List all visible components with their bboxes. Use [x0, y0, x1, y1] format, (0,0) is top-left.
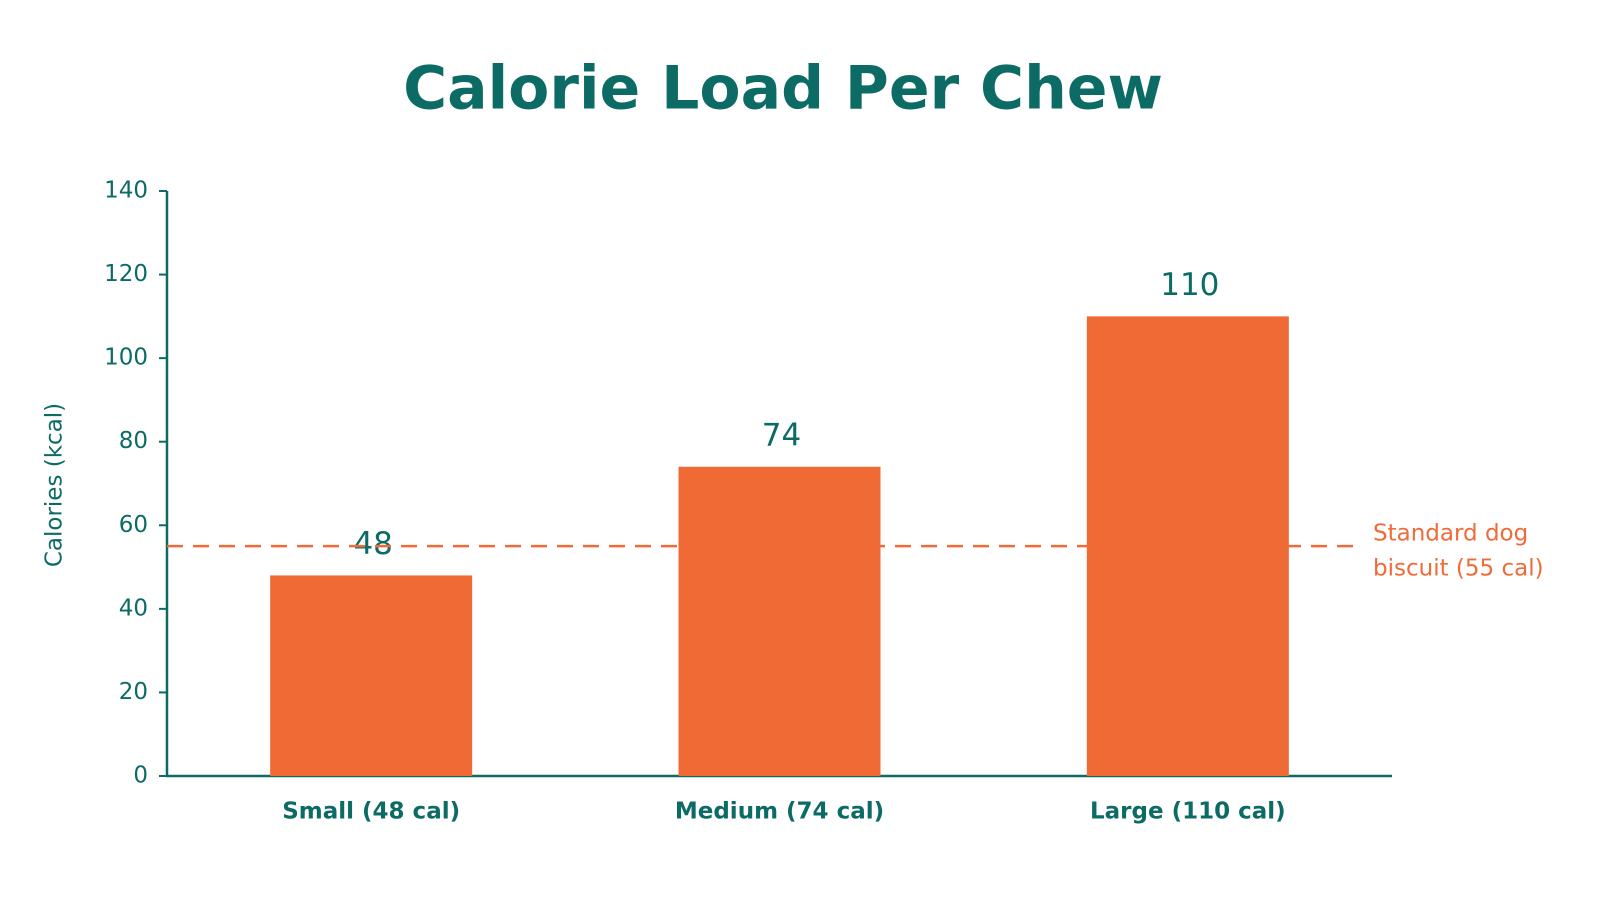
value-label: 48	[353, 526, 392, 562]
value-label: 74	[762, 417, 801, 453]
value-label: 110	[1160, 267, 1219, 303]
x-tick-label: Large (110 cal)	[1090, 799, 1286, 825]
y-tick-label: 100	[104, 345, 148, 371]
reference-label: biscuit (55 cal)	[1373, 556, 1544, 582]
y-axis-label: Calories (kcal)	[42, 403, 68, 567]
y-tick-label: 80	[119, 428, 148, 454]
y-tick-label: 0	[133, 763, 148, 789]
bar	[678, 466, 881, 776]
y-tick-label: 140	[104, 178, 148, 204]
y-tick-label: 60	[119, 512, 148, 538]
y-tick-label: 120	[104, 261, 148, 287]
x-tick-label: Small (48 cal)	[282, 799, 460, 825]
bar	[270, 575, 473, 776]
y-tick-label: 40	[119, 595, 148, 621]
x-tick-label: Medium (74 cal)	[675, 799, 884, 825]
y-tick-label: 20	[119, 679, 148, 705]
reference-label: Standard dog	[1373, 521, 1528, 547]
chart-title: Calorie Load Per Chew	[403, 54, 1163, 124]
